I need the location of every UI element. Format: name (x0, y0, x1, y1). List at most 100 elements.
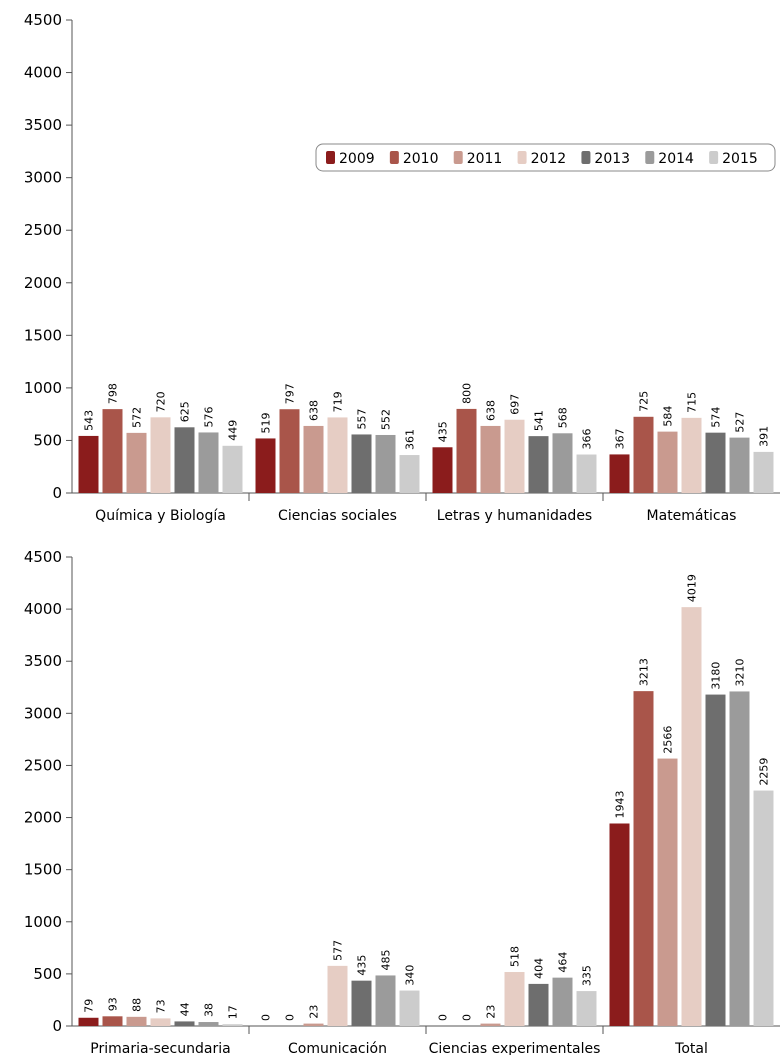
bar-2013 (174, 427, 195, 493)
bar-2009 (609, 823, 630, 1026)
y-tick-label: 3500 (24, 116, 62, 134)
bar-2014 (729, 691, 750, 1026)
bar-2015 (576, 454, 597, 493)
bar-2011 (303, 425, 324, 493)
x-category-label: Comunicación (288, 1041, 387, 1055)
legend-swatch-2014 (645, 151, 655, 164)
data-label: 3213 (638, 658, 651, 686)
bar-2015 (399, 455, 420, 493)
data-label: 527 (734, 412, 747, 433)
y-tick-label: 4500 (24, 11, 62, 29)
data-label: 1943 (614, 790, 627, 818)
bar-2012 (150, 1018, 171, 1026)
data-label: 93 (107, 997, 120, 1011)
y-tick-label: 3000 (24, 704, 62, 722)
data-label: 335 (581, 965, 594, 986)
legend-swatch-2013 (581, 151, 591, 164)
bar-2013 (351, 980, 372, 1026)
data-label: 464 (557, 952, 570, 973)
data-label: 720 (155, 391, 168, 412)
bar-2011 (657, 431, 678, 493)
legend-label-2014: 2014 (658, 151, 694, 167)
data-label: 798 (107, 383, 120, 404)
bar-2009 (78, 435, 99, 493)
bar-2009 (255, 438, 276, 493)
y-tick-label: 1500 (24, 326, 62, 344)
y-tick-label: 2000 (24, 274, 62, 292)
data-label: 340 (404, 965, 417, 986)
y-tick-label: 2500 (24, 221, 62, 239)
bar-2013 (528, 983, 549, 1026)
bar-2013 (528, 436, 549, 493)
data-label: 638 (308, 400, 321, 421)
data-label: 557 (356, 408, 369, 429)
y-tick-label: 4000 (24, 600, 62, 618)
y-tick-label: 4000 (24, 64, 62, 82)
data-label: 0 (260, 1014, 273, 1021)
bar-2009 (78, 1017, 99, 1026)
x-category-label: Química y Biología (95, 508, 226, 524)
bar-2015 (222, 1024, 243, 1026)
bar-2009 (432, 447, 453, 493)
data-label: 44 (179, 1002, 192, 1016)
data-label: 88 (131, 998, 144, 1012)
data-label: 38 (203, 1003, 216, 1017)
legend-label-2011: 2011 (467, 151, 503, 167)
data-label: 0 (284, 1014, 297, 1021)
bar-2015 (399, 990, 420, 1026)
data-label: 485 (380, 949, 393, 970)
bar-2014 (552, 977, 573, 1026)
bar-2009 (609, 454, 630, 493)
data-label: 17 (227, 1005, 240, 1019)
legend-swatch-2012 (517, 151, 527, 164)
data-label: 2566 (662, 726, 675, 754)
data-label: 0 (437, 1014, 450, 1021)
x-category-label: Total (674, 1041, 708, 1055)
data-label: 23 (485, 1005, 498, 1019)
data-label: 576 (203, 406, 216, 427)
bar-2015 (222, 445, 243, 493)
y-tick-label: 3000 (24, 169, 62, 187)
data-label: 800 (461, 383, 474, 404)
data-label: 552 (380, 409, 393, 430)
data-label: 584 (662, 406, 675, 427)
bar-2014 (729, 437, 750, 493)
bar-2010 (633, 416, 654, 493)
bar-2012 (681, 607, 702, 1026)
data-label: 366 (581, 429, 594, 450)
bar-2011 (480, 1023, 501, 1026)
bar-2010 (279, 409, 300, 493)
y-tick-label: 0 (52, 484, 62, 502)
y-tick-label: 1000 (24, 379, 62, 397)
legend-box (315, 143, 776, 172)
data-label: 797 (284, 383, 297, 404)
legend: 2009 2010 2011 2012 2013 2014 2015 (315, 143, 776, 172)
data-label: 625 (179, 401, 192, 422)
bar-2014 (198, 1022, 219, 1026)
y-tick-label: 1500 (24, 861, 62, 879)
bar-2013 (705, 694, 726, 1026)
bar-2010 (102, 409, 123, 493)
bar-2012 (504, 419, 525, 493)
x-category-label: Primaria-secundaria (90, 1041, 230, 1055)
data-label: 3180 (710, 662, 723, 690)
y-tick-label: 4500 (24, 548, 62, 566)
data-label: 435 (356, 955, 369, 976)
bar-2014 (198, 432, 219, 493)
legend-swatch-2010 (389, 151, 399, 164)
bar-2011 (657, 758, 678, 1026)
bar-2011 (303, 1023, 324, 1026)
bar-2011 (126, 1016, 147, 1026)
data-label: 0 (461, 1014, 474, 1021)
data-label: 719 (332, 391, 345, 412)
bar-2015 (753, 451, 774, 493)
bar-2012 (504, 972, 525, 1026)
data-label: 568 (557, 407, 570, 428)
bar-2010 (102, 1016, 123, 1026)
data-label: 449 (227, 420, 240, 441)
chart-1: 0 500 1000 1500 2000 2500 3000 3500 4000 4500 Quím… (24, 11, 780, 524)
y-tick-label: 1000 (24, 913, 62, 931)
data-label: 577 (332, 940, 345, 961)
